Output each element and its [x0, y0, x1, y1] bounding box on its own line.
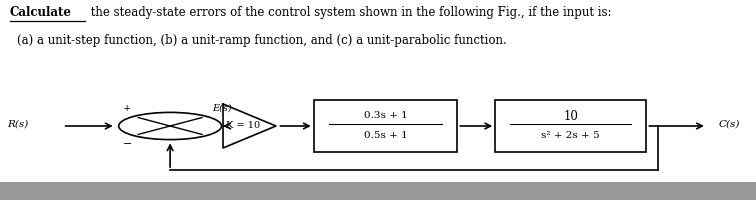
Text: −: −: [122, 139, 132, 149]
Text: E(s): E(s): [212, 104, 232, 113]
Text: 10: 10: [563, 110, 578, 122]
Text: Calculate: Calculate: [10, 6, 72, 19]
FancyBboxPatch shape: [495, 100, 646, 152]
Text: C(s): C(s): [718, 119, 739, 129]
Text: 0.5s + 1: 0.5s + 1: [364, 130, 407, 140]
Text: K = 10: K = 10: [226, 121, 261, 130]
FancyBboxPatch shape: [314, 100, 457, 152]
Text: s² + 2s + 5: s² + 2s + 5: [541, 131, 600, 140]
Text: the steady-state errors of the control system shown in the following Fig., if th: the steady-state errors of the control s…: [87, 6, 612, 19]
Text: R(s): R(s): [8, 119, 29, 129]
Text: (a) a unit-step function, (b) a unit-ramp function, and (c) a unit-parabolic fun: (a) a unit-step function, (b) a unit-ram…: [17, 34, 507, 47]
Bar: [0, 182, 756, 200]
Text: +: +: [122, 104, 131, 113]
Text: 0.3s + 1: 0.3s + 1: [364, 112, 407, 120]
